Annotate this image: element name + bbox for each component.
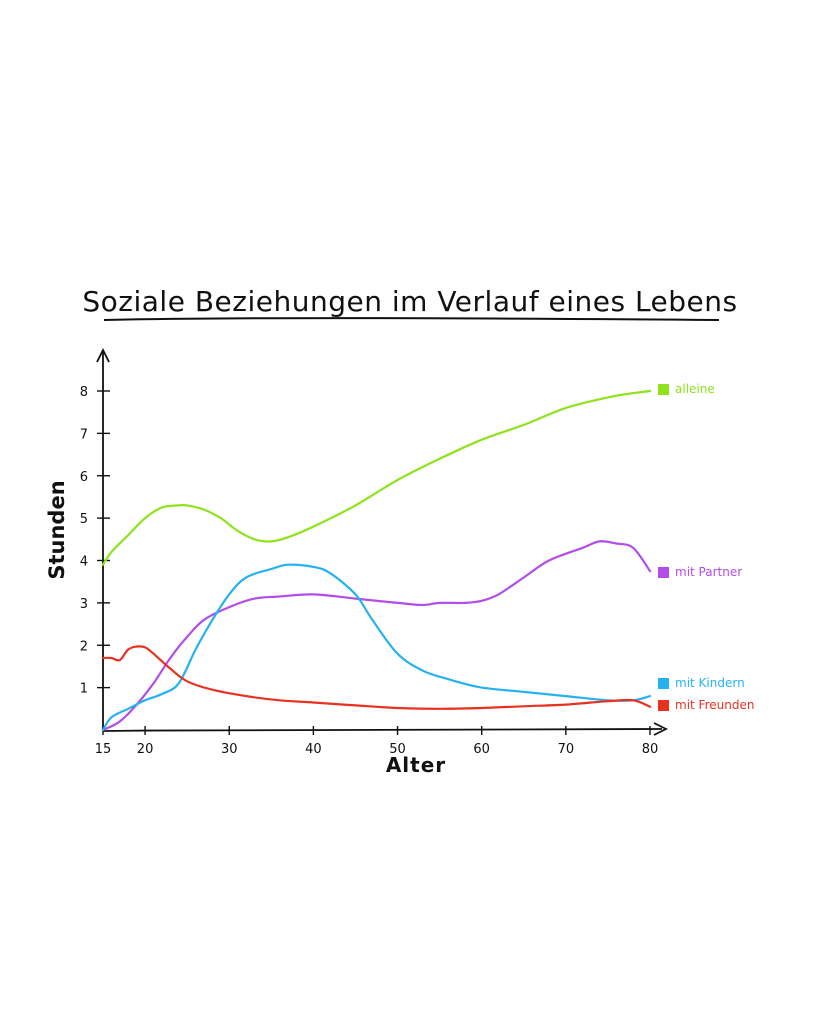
- x-tick-label: 30: [221, 742, 238, 757]
- x-tick-label: 60: [473, 742, 490, 757]
- series-layer: [101, 389, 652, 732]
- y-axis-arrow: [96, 347, 110, 363]
- series-line-mit-partner: [101, 540, 652, 732]
- chart-title: Soziale Beziehungen im Verlauf eines Leb…: [82, 285, 737, 318]
- legend-swatch-alleine: [658, 384, 669, 395]
- legend-label-mit-partner: mit Partner: [675, 565, 742, 579]
- x-tick-label: 40: [305, 742, 322, 757]
- legend-swatch-mit-partner: [658, 567, 669, 578]
- title-underline: [103, 317, 720, 321]
- y-axis-label: Stunden: [45, 480, 69, 579]
- x-tick-label: 80: [642, 742, 659, 757]
- series-line-mit-freunden: [101, 645, 652, 710]
- series-line-alleine: [101, 389, 652, 566]
- x-tick-label: 15: [95, 742, 112, 757]
- series-line-mit-kindern: [101, 563, 652, 732]
- legend: alleine mit Partner mit Kindern mit Freunde…: [658, 382, 754, 712]
- x-tick-label: 50: [389, 742, 406, 757]
- legend-swatch-mit-freunden: [658, 700, 669, 711]
- y-tick-label: 7: [80, 427, 88, 442]
- y-tick-label: 1: [80, 682, 88, 697]
- legend-label-mit-kindern: mit Kindern: [675, 676, 745, 690]
- y-tick-label: 5: [80, 512, 88, 527]
- y-tick-label: 8: [80, 385, 88, 400]
- x-axis-label: Alter: [386, 753, 446, 777]
- x-axis-line: [102, 727, 663, 732]
- x-axis-arrow: [653, 722, 669, 736]
- legend-label-mit-freunden: mit Freunden: [675, 698, 754, 712]
- legend-label-alleine: alleine: [675, 382, 715, 396]
- x-tick-label: 20: [137, 742, 154, 757]
- y-tick-label: 4: [80, 555, 88, 570]
- y-tick-label: 3: [80, 597, 88, 612]
- y-tick-label: 6: [80, 470, 88, 485]
- legend-swatch-mit-kindern: [658, 678, 669, 689]
- x-tick-label: 70: [558, 742, 575, 757]
- ticks: 15 20 30 40 50 60 70 80 1 2 3 4 5 6 7 8: [80, 385, 659, 757]
- y-tick-label: 2: [80, 639, 88, 654]
